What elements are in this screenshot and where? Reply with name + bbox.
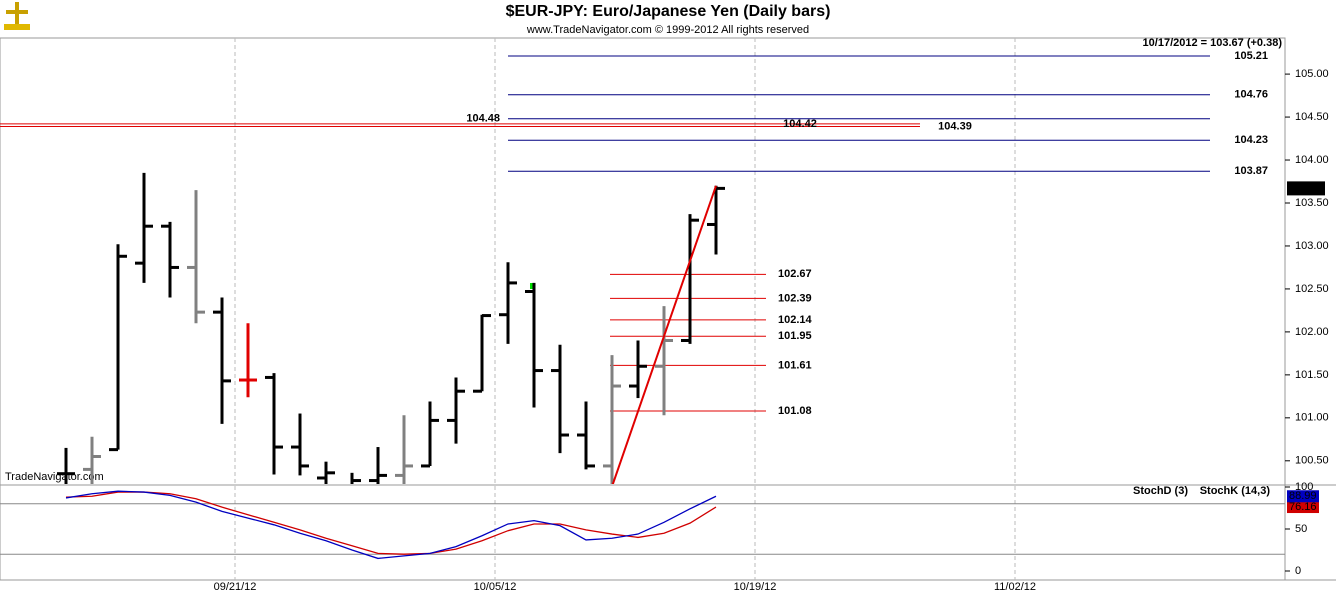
level-label: 104.39: [938, 120, 972, 132]
trend-line: [611, 185, 717, 484]
y2-tick-label: 100: [1295, 481, 1313, 493]
last-value-box: [1287, 501, 1319, 514]
level-label: 104.48: [466, 113, 500, 125]
y-tick-label: 102.00: [1295, 326, 1329, 338]
last-value-label: 88.99: [1289, 490, 1317, 502]
level-label: 101.08: [778, 405, 812, 417]
subtitle: www.TradeNavigator.com © 1999-2012 All r…: [526, 24, 809, 36]
level-label: 101.95: [778, 330, 812, 342]
level-label: 101.61: [778, 359, 812, 371]
level-label: 105.21: [1234, 50, 1268, 62]
y-tick-label: 104.50: [1295, 111, 1329, 123]
level-label: 104.76: [1234, 89, 1268, 101]
level-label: 103.87: [1234, 165, 1268, 177]
chart-title: $EUR-JPY: Euro/Japanese Yen (Daily bars): [506, 3, 831, 20]
level-label: 102.14: [778, 314, 813, 326]
y2-tick-label: 50: [1295, 523, 1307, 535]
y-tick-label: 103.50: [1295, 197, 1329, 209]
indicator-line: [65, 491, 717, 555]
price-panel: [0, 55, 1210, 484]
indicator-line: [65, 490, 717, 560]
y-tick-label: 101.00: [1295, 412, 1329, 424]
x-tick-label: 09/21/12: [214, 581, 257, 593]
indicator-panel: [65, 490, 717, 560]
last-price-box: [1287, 181, 1325, 196]
legend-entry: StochK (14,3): [1200, 485, 1271, 497]
y-tick-label: 103.00: [1295, 240, 1329, 252]
y-tick-label: 100.50: [1295, 455, 1329, 467]
y-tick-label: 101.50: [1295, 369, 1329, 381]
level-label: 102.39: [778, 292, 812, 304]
level-label: 102.67: [778, 268, 812, 280]
last-value-box: [1287, 490, 1319, 503]
y-tick-label: 102.50: [1295, 283, 1329, 295]
level-label: 104.42: [783, 118, 817, 130]
watermark: TradeNavigator.com: [5, 471, 104, 483]
legend-entry: StochD (3): [1133, 485, 1188, 497]
y-tick-label: 105.00: [1295, 68, 1329, 80]
info: 10/17/2012 = 103.67 (+0.38): [1143, 37, 1283, 49]
last-value-label: 76.16: [1289, 501, 1317, 513]
x-tick-label: 11/02/12: [994, 581, 1036, 593]
last-price-label: 103.67: [1289, 182, 1323, 194]
y2-tick-label: 0: [1295, 565, 1301, 577]
x-tick-label: 10/19/12: [734, 581, 777, 593]
logo: [4, 2, 30, 30]
y-tick-label: 104.00: [1295, 154, 1329, 166]
level-label: 104.23: [1234, 134, 1268, 146]
x-tick-label: 10/05/12: [474, 581, 517, 593]
